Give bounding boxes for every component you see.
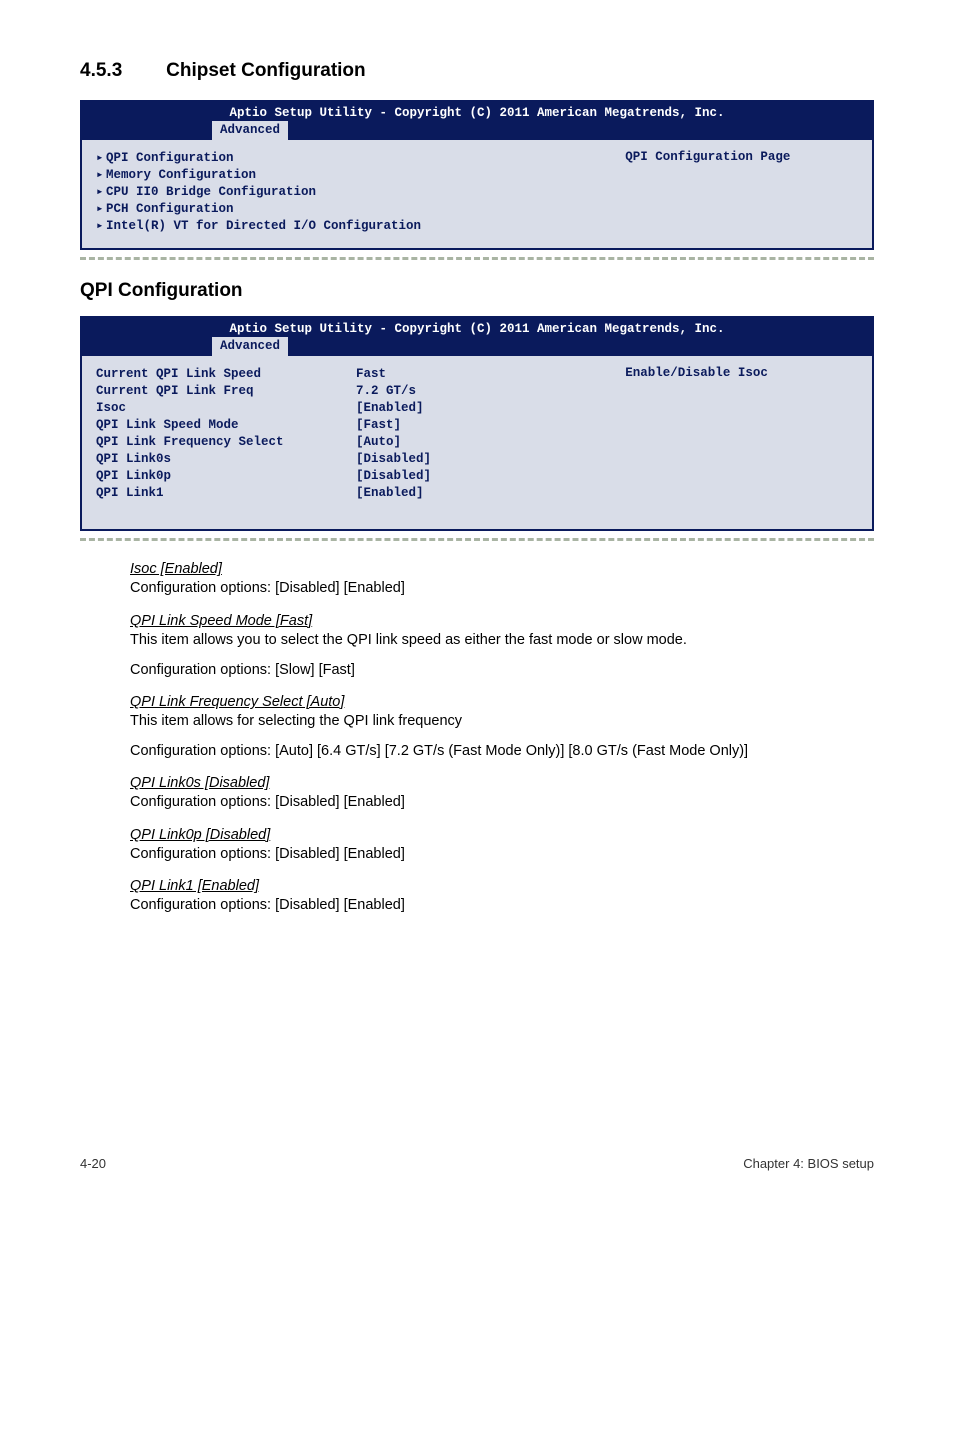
bios-setting-value: [Enabled] bbox=[356, 400, 424, 417]
bios-menu-label: CPU II0 Bridge Configuration bbox=[106, 184, 316, 201]
bios-setting-label: Current QPI Link Freq bbox=[96, 383, 356, 400]
bios-menu-label: PCH Configuration bbox=[106, 201, 234, 218]
bios-help-pane: QPI Configuration Page bbox=[611, 140, 872, 248]
bios-setting-value: 7.2 GT/s bbox=[356, 383, 416, 400]
doc-item-heading: QPI Link0p [Disabled] bbox=[130, 827, 874, 843]
section-number: 4.5.3 bbox=[80, 60, 122, 81]
bios-tab-advanced[interactable]: Advanced bbox=[212, 337, 288, 356]
triangle-icon: ▸ bbox=[96, 184, 106, 201]
bios-setting-row[interactable]: QPI Link Frequency Select[Auto] bbox=[96, 434, 597, 451]
bios-menu-item[interactable]: ▸ QPI Configuration bbox=[96, 150, 597, 167]
section-heading: 4.5.3 Chipset Configuration bbox=[80, 60, 874, 82]
bios-setting-row: Current QPI Link Freq7.2 GT/s bbox=[96, 383, 597, 400]
doc-item-paragraph: This item allows you to select the QPI l… bbox=[130, 631, 874, 651]
bios-setting-row[interactable]: QPI Link Speed Mode[Fast] bbox=[96, 417, 597, 434]
triangle-icon: ▸ bbox=[96, 201, 106, 218]
bios-menu-item[interactable]: ▸ Intel(R) VT for Directed I/O Configura… bbox=[96, 218, 597, 235]
bios-tabrow: Advanced bbox=[82, 120, 872, 140]
bios-setting-value: [Fast] bbox=[356, 417, 401, 434]
bios-setting-row[interactable]: QPI Link0s[Disabled] bbox=[96, 451, 597, 468]
doc-item-paragraph: Configuration options: [Disabled] [Enabl… bbox=[130, 845, 874, 865]
bios-menu-item[interactable]: ▸ CPU II0 Bridge Configuration bbox=[96, 184, 597, 201]
bios-setting-label: Isoc bbox=[96, 400, 356, 417]
bios-left-pane: ▸ QPI Configuration▸ Memory Configuratio… bbox=[82, 140, 611, 248]
doc-item-paragraph: This item allows for selecting the QPI l… bbox=[130, 712, 874, 732]
bios-setting-row[interactable]: QPI Link1[Enabled] bbox=[96, 485, 597, 502]
bios-setting-value: Fast bbox=[356, 366, 386, 383]
bios-menu-label: QPI Configuration bbox=[106, 150, 234, 167]
bios-setting-value: [Disabled] bbox=[356, 468, 431, 485]
section-title: Chipset Configuration bbox=[166, 60, 365, 81]
subsection-heading: QPI Configuration bbox=[80, 280, 874, 302]
doc-block: QPI Link1 [Enabled] Configuration options… bbox=[130, 878, 874, 916]
bios-banner: Aptio Setup Utility - Copyright (C) 2011… bbox=[82, 318, 872, 336]
doc-item-heading: QPI Link Speed Mode [Fast] bbox=[130, 613, 874, 629]
bios-setting-value: [Disabled] bbox=[356, 451, 431, 468]
bios-setting-label: QPI Link Frequency Select bbox=[96, 434, 356, 451]
triangle-icon: ▸ bbox=[96, 218, 106, 235]
triangle-icon: ▸ bbox=[96, 167, 106, 184]
doc-block: QPI Link Frequency Select [Auto] This ite… bbox=[130, 694, 874, 761]
bios-setting-label: QPI Link Speed Mode bbox=[96, 417, 356, 434]
doc-item-paragraph: Configuration options: [Disabled] [Enabl… bbox=[130, 793, 874, 813]
doc-item-heading: Isoc [Enabled] bbox=[130, 561, 874, 577]
footer-page-number: 4-20 bbox=[80, 1156, 106, 1171]
bios-tab-advanced[interactable]: Advanced bbox=[212, 121, 288, 140]
doc-item-paragraph: Configuration options: [Auto] [6.4 GT/s]… bbox=[130, 742, 874, 762]
bios-setting-value: [Enabled] bbox=[356, 485, 424, 502]
doc-block: QPI Link0s [Disabled] Configuration optio… bbox=[130, 775, 874, 813]
bios-banner: Aptio Setup Utility - Copyright (C) 2011… bbox=[82, 102, 872, 120]
doc-block: Isoc [Enabled] Configuration options: [Di… bbox=[130, 561, 874, 599]
bios-panel-qpi: Aptio Setup Utility - Copyright (C) 2011… bbox=[80, 316, 874, 531]
bios-setting-label: QPI Link1 bbox=[96, 485, 356, 502]
doc-item-heading: QPI Link Frequency Select [Auto] bbox=[130, 694, 874, 710]
footer-chapter: Chapter 4: BIOS setup bbox=[743, 1156, 874, 1171]
bios-menu-item[interactable]: ▸ Memory Configuration bbox=[96, 167, 597, 184]
bios-menu-item[interactable]: ▸ PCH Configuration bbox=[96, 201, 597, 218]
doc-item-paragraph: Configuration options: [Disabled] [Enabl… bbox=[130, 579, 874, 599]
bios-help-text: Enable/Disable Isoc bbox=[625, 366, 768, 380]
doc-block: QPI Link Speed Mode [Fast] This item allo… bbox=[130, 613, 874, 680]
bios-tabrow: Advanced bbox=[82, 336, 872, 356]
bios-setting-value: [Auto] bbox=[356, 434, 401, 451]
bios-menu-label: Memory Configuration bbox=[106, 167, 256, 184]
page-footer: 4-20 Chapter 4: BIOS setup bbox=[80, 1156, 874, 1171]
bios-setting-row[interactable]: QPI Link0p[Disabled] bbox=[96, 468, 597, 485]
bios-setting-row: Current QPI Link SpeedFast bbox=[96, 366, 597, 383]
bios-help-pane: Enable/Disable Isoc bbox=[611, 356, 872, 529]
bios-setting-label: QPI Link0s bbox=[96, 451, 356, 468]
triangle-icon: ▸ bbox=[96, 150, 106, 167]
bios-setting-label: QPI Link0p bbox=[96, 468, 356, 485]
doc-item-paragraph: Configuration options: [Slow] [Fast] bbox=[130, 661, 874, 681]
dashed-separator bbox=[80, 535, 874, 541]
bios-setting-label: Current QPI Link Speed bbox=[96, 366, 356, 383]
bios-panel-chipset: Aptio Setup Utility - Copyright (C) 2011… bbox=[80, 100, 874, 250]
bios-menu-label: Intel(R) VT for Directed I/O Configurati… bbox=[106, 218, 421, 235]
bios-left-pane: Current QPI Link SpeedFastCurrent QPI Li… bbox=[82, 356, 611, 529]
bios-setting-row[interactable]: Isoc[Enabled] bbox=[96, 400, 597, 417]
doc-item-paragraph: Configuration options: [Disabled] [Enabl… bbox=[130, 896, 874, 916]
doc-item-heading: QPI Link0s [Disabled] bbox=[130, 775, 874, 791]
doc-item-heading: QPI Link1 [Enabled] bbox=[130, 878, 874, 894]
bios-help-text: QPI Configuration Page bbox=[625, 150, 790, 164]
doc-block: QPI Link0p [Disabled] Configuration optio… bbox=[130, 827, 874, 865]
dashed-separator bbox=[80, 254, 874, 260]
